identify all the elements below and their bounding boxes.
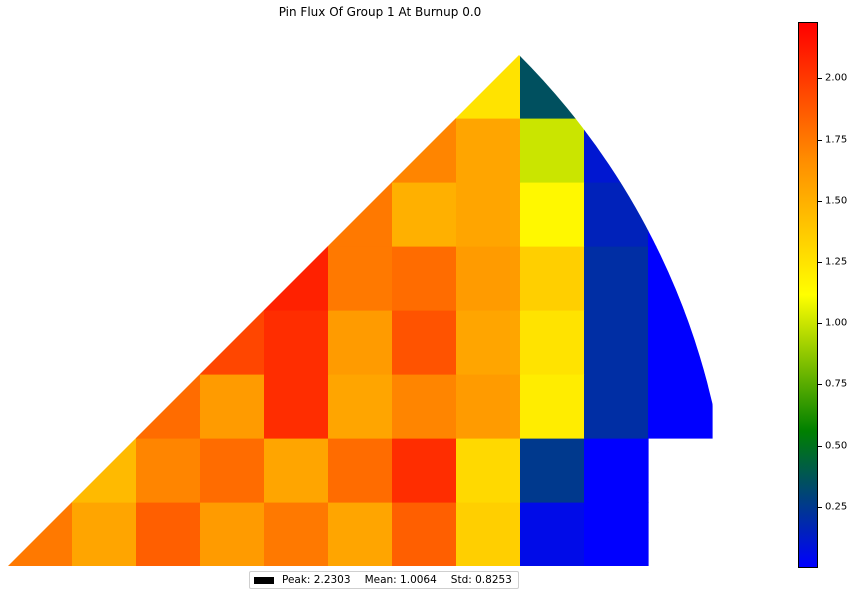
assembly-cell xyxy=(200,438,265,503)
assembly-cell xyxy=(520,182,585,247)
assembly-cell xyxy=(456,374,521,439)
mean-value: Mean: 1.0064 xyxy=(364,574,437,586)
assembly-cell xyxy=(136,438,201,503)
assembly-cell xyxy=(456,502,521,566)
assembly-cell xyxy=(392,246,457,311)
assembly-cell xyxy=(648,310,713,375)
colorbar-tick xyxy=(818,445,822,447)
assembly-cell xyxy=(136,502,201,566)
colorbar-tick xyxy=(818,506,822,508)
assembly-cell xyxy=(648,182,713,247)
assembly-cell xyxy=(136,374,201,439)
colorbar-tick-label: 0.50 xyxy=(825,440,848,452)
assembly-cell xyxy=(584,374,649,439)
statistics-legend: Peak: 2.2303 Mean: 1.0064 Std: 0.8253 xyxy=(249,571,519,589)
colorbar-tick xyxy=(818,139,822,141)
assembly-cell xyxy=(584,118,649,183)
assembly-cell xyxy=(200,502,265,566)
assembly-cell xyxy=(392,118,457,183)
colorbar-tick-label: 1.50 xyxy=(825,195,848,207)
assembly-cell xyxy=(200,310,265,375)
assembly-cell xyxy=(520,374,585,439)
assembly-cell xyxy=(584,55,649,119)
assembly-cell xyxy=(648,118,713,183)
assembly-cell xyxy=(520,246,585,311)
assembly-cell xyxy=(520,118,585,183)
assembly-cell xyxy=(392,438,457,503)
colorbar-tick xyxy=(818,78,822,80)
assembly-cell xyxy=(648,55,713,119)
assembly-cell xyxy=(328,310,393,375)
assembly-cell xyxy=(456,118,521,183)
assembly-cell xyxy=(264,246,329,311)
peak-value: Peak: 2.2303 xyxy=(282,574,351,586)
assembly-cell xyxy=(648,374,713,439)
colorbar-tick xyxy=(818,200,822,202)
assembly-cell xyxy=(584,0,649,55)
colorbar-tick xyxy=(818,323,822,325)
colorbar-tick-label: 1.00 xyxy=(825,317,848,329)
std-value: Std: 0.8253 xyxy=(450,574,512,586)
assembly-cell xyxy=(200,374,265,439)
assembly-cell xyxy=(456,246,521,311)
assembly-cell xyxy=(520,310,585,375)
assembly-cell xyxy=(584,502,649,566)
assembly-cell xyxy=(72,502,137,566)
assembly-cell xyxy=(520,438,585,503)
assembly-cell xyxy=(264,438,329,503)
assembly-cell xyxy=(520,0,585,55)
assembly-cell xyxy=(264,502,329,566)
colorbar-tick-label: 2.00 xyxy=(825,72,848,84)
assembly-cell xyxy=(584,182,649,247)
colorbar-tick xyxy=(818,384,822,386)
assembly-cell xyxy=(584,310,649,375)
assembly-cell xyxy=(584,246,649,311)
assembly-cell xyxy=(584,438,649,503)
assembly-cell xyxy=(456,55,521,119)
colorbar xyxy=(798,22,818,568)
assembly-cell xyxy=(648,246,713,311)
assembly-cell xyxy=(392,182,457,247)
assembly-cell xyxy=(392,310,457,375)
assembly-cell xyxy=(328,374,393,439)
assembly-cell xyxy=(8,502,73,566)
colorbar-tick xyxy=(818,261,822,263)
legend-swatch xyxy=(254,576,274,584)
assembly-cell xyxy=(520,55,585,119)
assembly-cell xyxy=(264,374,329,439)
assembly-cell xyxy=(392,374,457,439)
assembly-cell xyxy=(520,502,585,566)
assembly-cell xyxy=(328,246,393,311)
assembly-cell xyxy=(264,310,329,375)
assembly-cell xyxy=(392,502,457,566)
assembly-cell xyxy=(72,438,137,503)
colorbar-tick-label: 1.75 xyxy=(825,134,848,146)
colorbar-tick-label: 1.25 xyxy=(825,256,848,268)
assembly-cell xyxy=(456,438,521,503)
chart-title: Pin Flux Of Group 1 At Burnup 0.0 xyxy=(278,5,482,19)
assembly-cell xyxy=(328,182,393,247)
assembly-cell xyxy=(328,502,393,566)
colorbar-tick-label: 0.75 xyxy=(825,378,848,390)
assembly-cell xyxy=(456,310,521,375)
assembly-cell xyxy=(328,438,393,503)
assembly-cell xyxy=(456,182,521,247)
colorbar-tick-label: 0.25 xyxy=(825,501,848,513)
